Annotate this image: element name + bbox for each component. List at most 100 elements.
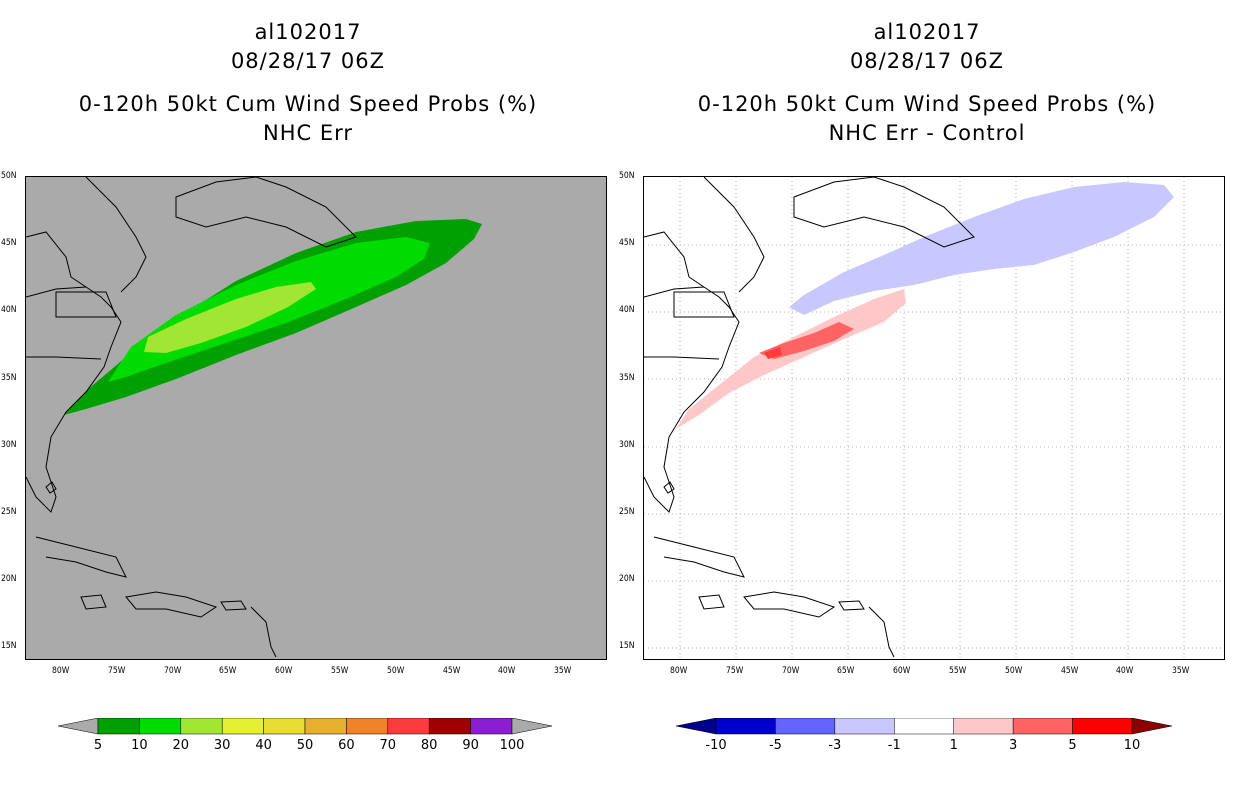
lat-label: 40N: [1, 305, 17, 316]
colorbar-swatch: [834, 718, 895, 735]
colorbar-swatch: [346, 718, 389, 735]
lat-label: 45N: [1, 238, 17, 249]
lat-label: 30N: [619, 439, 635, 450]
colorbar-above-triangle: [1131, 718, 1172, 735]
colorbar-label: 60: [338, 738, 355, 753]
colorbar-label: 5: [93, 738, 103, 753]
colorbar-label: -5: [768, 738, 782, 753]
colorbar-swatch: [139, 718, 182, 735]
lon-label: 75W: [725, 666, 744, 676]
lon-label: 60W: [893, 666, 911, 676]
left-product: 0-120h 50kt Cum Wind Speed Probs (%): [78, 92, 538, 116]
left-colorbar-svg: [58, 718, 552, 735]
lon-label: 65W: [837, 666, 855, 676]
lon-label: 55W: [949, 666, 967, 676]
diff-positive-swath-1: [676, 289, 906, 429]
colorbar-swatch: [1012, 718, 1073, 735]
colorbar-label: 30: [213, 738, 231, 753]
lon-label: 35W: [554, 666, 572, 676]
lat-label: 35N: [619, 372, 635, 383]
lon-label: 50W: [386, 666, 405, 676]
lat-label: 35N: [1, 372, 17, 383]
lon-label: 70W: [781, 666, 799, 676]
colorbar-label: 5: [1068, 738, 1077, 753]
lat-label: 15N: [619, 641, 635, 652]
lat-label: 50N: [619, 171, 635, 181]
colorbar-label: 50: [296, 738, 314, 753]
lon-label: 35W: [1172, 666, 1190, 676]
lat-label: 20N: [1, 574, 17, 585]
right-colorbar-svg: [676, 718, 1172, 735]
colorbar-label: -1: [887, 738, 901, 753]
right-product: 0-120h 50kt Cum Wind Speed Probs (%): [697, 92, 1157, 116]
colorbar-swatch: [1072, 718, 1133, 735]
prob-swath-20: [144, 282, 316, 353]
colorbar-label: 20: [172, 738, 190, 753]
lat-label: 25N: [1, 507, 17, 517]
colorbar-above-triangle: [511, 718, 552, 735]
left-colorbar: 5 10 20 30 40 50 60 70 80 90 100: [58, 718, 552, 758]
diff-positive-swath-5: [764, 347, 782, 359]
colorbar-swatch: [470, 718, 513, 735]
colorbar-label: 80: [420, 738, 438, 753]
diff-positive-swath-3: [759, 322, 854, 359]
colorbar-label: 40: [255, 738, 272, 753]
colorbar-swatch: [221, 718, 264, 735]
right-datetime: 08/28/17 06Z: [849, 49, 1005, 73]
diff-negative-swath: [789, 182, 1174, 315]
colorbar-label: -3: [828, 738, 842, 753]
lat-label: 50N: [1, 171, 17, 181]
colorbar-label: 10: [131, 738, 148, 753]
right-map: [643, 176, 1225, 660]
colorbar-swatch: [263, 718, 306, 735]
lat-label: 20N: [619, 574, 635, 585]
colorbar-swatch: [953, 718, 1014, 735]
left-map-svg: [26, 177, 482, 658]
lat-label: 25N: [619, 507, 635, 517]
lat-label: 45N: [619, 238, 635, 249]
colorbar-swatch: [180, 718, 223, 735]
lon-label: 75W: [107, 666, 126, 676]
right-coastlines: [644, 177, 975, 658]
colorbar-label: 90: [462, 738, 479, 753]
colorbar-below-triangle: [676, 718, 717, 735]
lon-label: 45W: [442, 666, 460, 676]
lon-label: 50W: [1004, 666, 1023, 676]
left-subtitle: NHC Err: [262, 121, 353, 145]
colorbar-swatch: [715, 718, 776, 735]
colorbar-swatch: [387, 718, 430, 735]
colorbar-label: 70: [379, 738, 397, 753]
lon-label: 80W: [670, 666, 688, 676]
lon-label: 55W: [331, 666, 349, 676]
lon-label: 60W: [275, 666, 293, 676]
colorbar-swatch: [428, 718, 471, 735]
left-storm-id: al102017: [254, 20, 362, 44]
colorbar-label: 100: [499, 738, 525, 753]
right-map-svg: [644, 177, 1224, 659]
left-panel-title: al102017 08/28/17 06Z 0-120h 50kt Cum Wi…: [8, 18, 608, 148]
right-subtitle: NHC Err - Control: [828, 121, 1026, 145]
colorbar-label: -10: [705, 738, 727, 753]
colorbar-label: 1: [949, 738, 958, 753]
colorbar-label: 3: [1009, 738, 1018, 753]
lat-label: 40N: [619, 305, 635, 316]
lon-label: 45W: [1060, 666, 1078, 676]
colorbar-swatch: [775, 718, 836, 735]
lon-label: 70W: [163, 666, 181, 676]
right-storm-id: al102017: [873, 20, 981, 44]
right-panel-title: al102017 08/28/17 06Z 0-120h 50kt Cum Wi…: [627, 18, 1227, 148]
right-colorbar: -10 -5 -3 -1 1 3 5 10: [676, 718, 1172, 758]
colorbar-swatch: [97, 718, 140, 735]
left-map: [25, 176, 607, 660]
colorbar-label: 10: [1123, 738, 1141, 753]
left-datetime: 08/28/17 06Z: [230, 49, 386, 73]
lat-label: 15N: [1, 641, 17, 652]
colorbar-swatch: [304, 718, 347, 735]
lat-label: 30N: [1, 439, 17, 450]
left-coastlines: [26, 177, 357, 658]
colorbar-below-triangle: [58, 718, 99, 735]
lon-label: 40W: [498, 666, 516, 676]
colorbar-swatch: [894, 718, 954, 735]
lon-label: 80W: [52, 666, 70, 676]
lon-label: 40W: [1116, 666, 1134, 676]
